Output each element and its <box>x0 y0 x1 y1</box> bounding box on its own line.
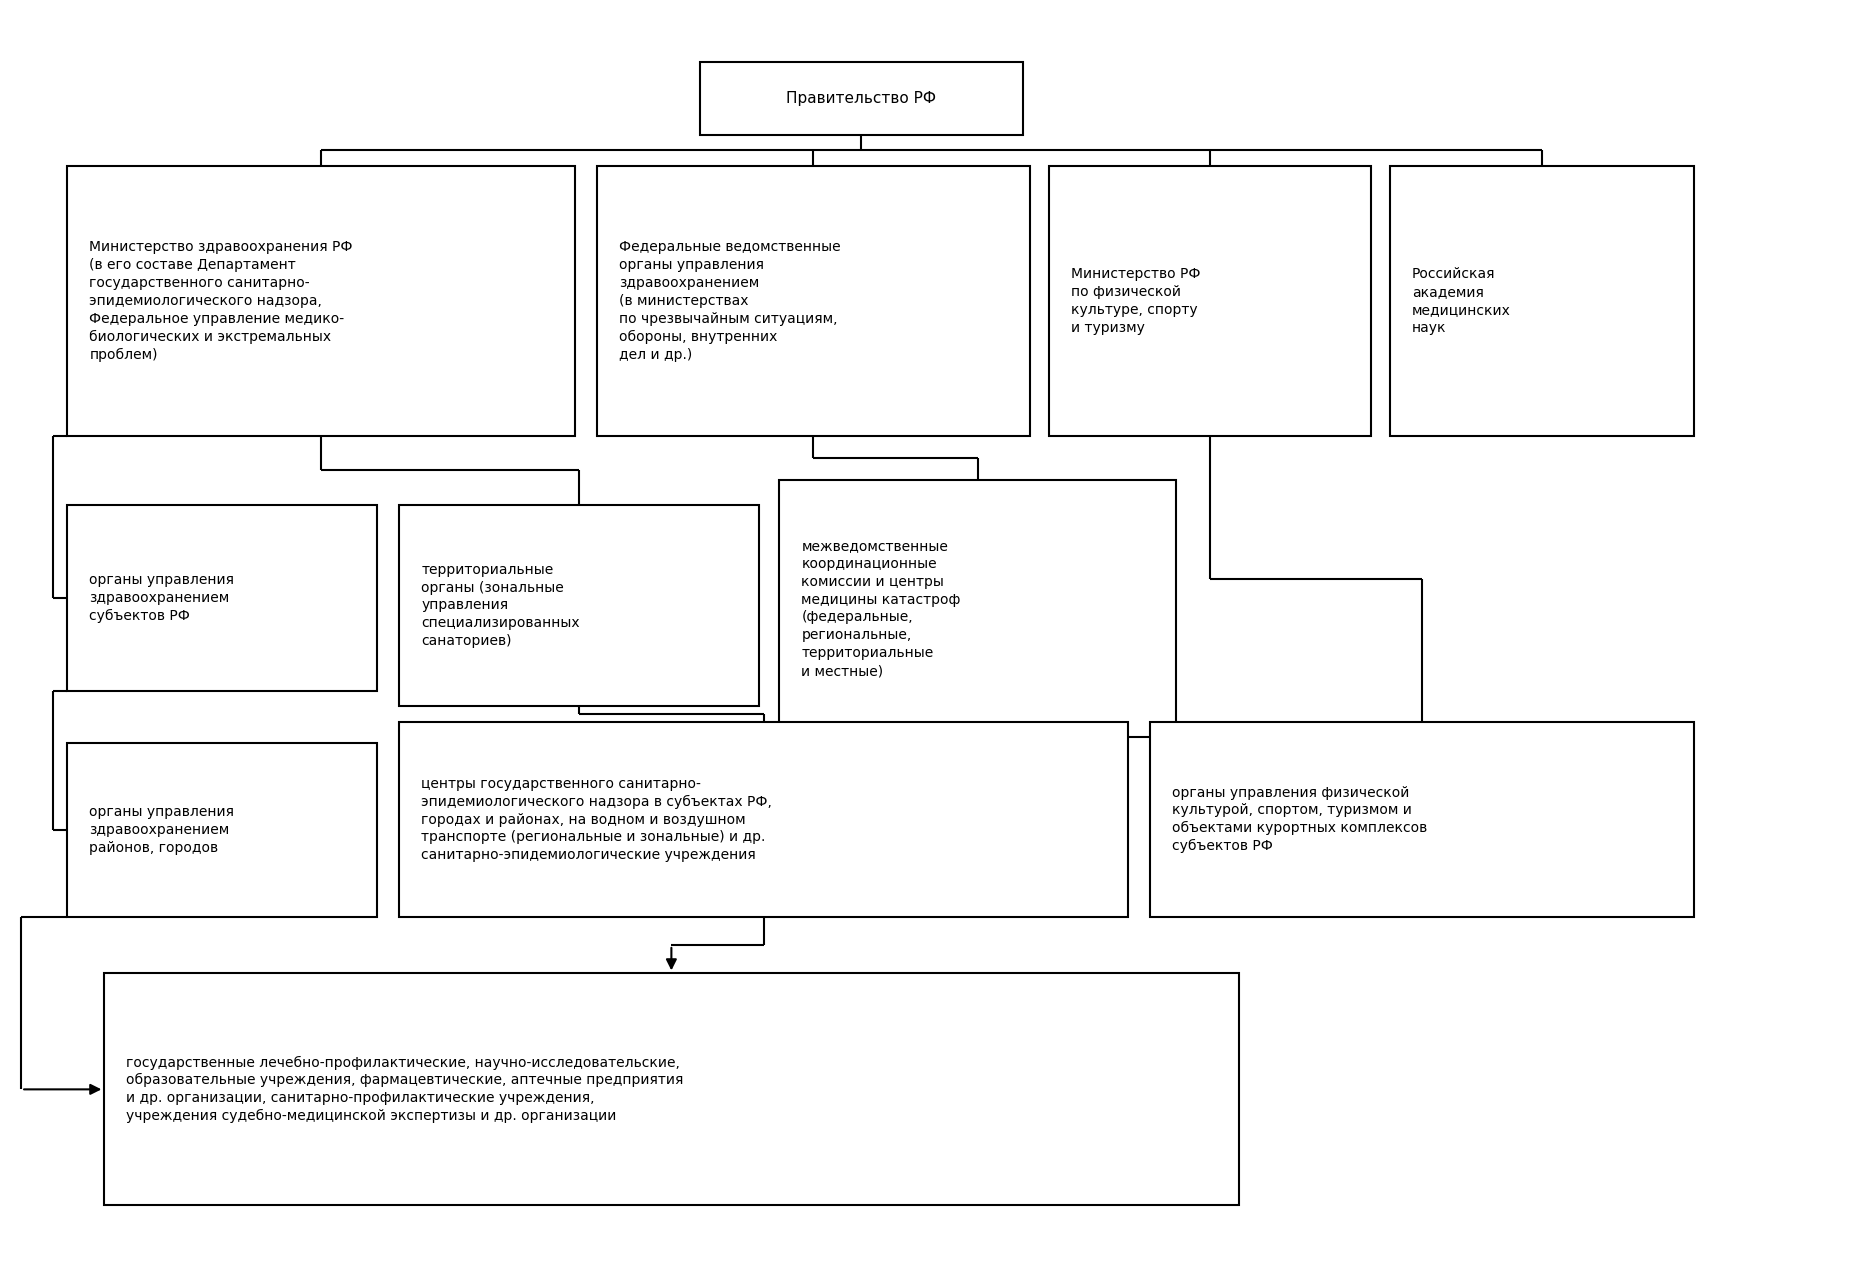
Text: Федеральные ведомственные
органы управления
здравоохранением
(в министерствах
по: Федеральные ведомственные органы управле… <box>618 241 840 362</box>
Text: органы управления физической
культурой, спортом, туризмом и
объектами курортных : органы управления физической культурой, … <box>1173 786 1428 854</box>
Bar <box>1151 723 1695 917</box>
Bar <box>67 166 575 436</box>
Bar <box>400 504 758 706</box>
Bar <box>699 62 1023 135</box>
Text: государственные лечебно-профилактические, научно-исследовательские,
образователь: государственные лечебно-профилактические… <box>126 1055 684 1124</box>
Bar <box>67 744 377 917</box>
Text: территориальные
органы (зональные
управления
специализированных
санаториев): территориальные органы (зональные управл… <box>422 562 581 648</box>
Text: органы управления
здравоохранением
субъектов РФ: органы управления здравоохранением субъе… <box>89 572 235 623</box>
Text: центры государственного санитарно-
эпидемиологического надзора в субъектах РФ,
г: центры государственного санитарно- эпиде… <box>422 777 771 863</box>
Text: Российская
академия
медицинских
наук: Российская академия медицинских наук <box>1412 267 1511 334</box>
Text: Министерство здравоохранения РФ
(в его составе Департамент
государственного сани: Министерство здравоохранения РФ (в его с… <box>89 241 353 362</box>
Bar <box>779 480 1177 738</box>
Text: межведомственные
координационные
комиссии и центры
медицины катастроф
(федеральн: межведомственные координационные комисси… <box>801 538 960 678</box>
Bar <box>1049 166 1371 436</box>
Bar <box>67 504 377 691</box>
Text: Министерство РФ
по физической
культуре, спорту
и туризму: Министерство РФ по физической культуре, … <box>1071 267 1201 334</box>
Bar <box>598 166 1030 436</box>
Text: Правительство РФ: Правительство РФ <box>786 91 936 106</box>
Text: органы управления
здравоохранением
районов, городов: органы управления здравоохранением район… <box>89 806 235 855</box>
Bar <box>104 973 1238 1206</box>
Bar <box>400 723 1128 917</box>
Bar <box>1389 166 1695 436</box>
